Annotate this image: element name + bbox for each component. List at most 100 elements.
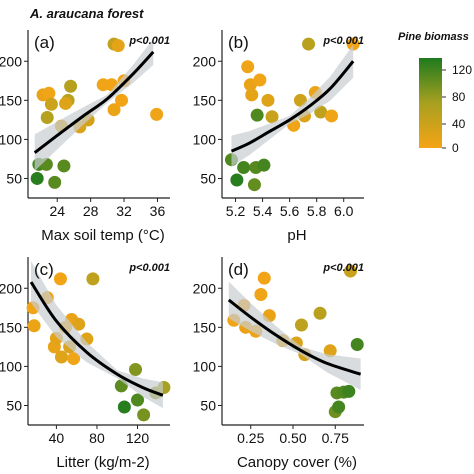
fit-line: [33, 50, 155, 154]
data-point: [261, 93, 275, 107]
panel-2: 50 100 150 200 5.2 5.4 5.6 5.8 6.0 pH (b) p<0.001: [193, 30, 364, 244]
y-tick-label: 200: [193, 53, 217, 69]
data-point: [265, 110, 279, 124]
data-point: [325, 109, 339, 123]
data-point: [323, 344, 337, 358]
p-value-annotation: p<0.001: [322, 262, 364, 274]
data-point: [129, 363, 143, 377]
data-point: [42, 86, 56, 100]
y-tick-label: 100: [0, 131, 22, 147]
x-tick-label: 36: [150, 203, 166, 219]
legend: Pine biomass 120 80 40 0: [398, 31, 472, 155]
data-point: [111, 39, 125, 53]
y-tick-label: 150: [193, 92, 217, 108]
data-point: [313, 306, 327, 320]
y-tick-label: 200: [193, 280, 217, 296]
data-point: [44, 97, 58, 111]
x-tick-label: 40: [49, 430, 65, 446]
panel-letter: (b): [228, 33, 249, 52]
data-point: [332, 400, 346, 414]
data-point: [137, 408, 151, 422]
x-axis-label: pH: [287, 227, 306, 244]
data-point: [64, 79, 78, 93]
data-point: [53, 272, 67, 286]
x-axis-label: Canopy cover (%): [237, 454, 357, 471]
x-tick-label: 0.25: [237, 430, 264, 446]
data-point: [48, 175, 62, 189]
y-tick-label: 150: [0, 319, 22, 335]
data-point: [27, 319, 41, 333]
data-point: [346, 37, 360, 51]
data-point: [57, 159, 71, 173]
data-point: [72, 317, 86, 331]
panel-letter: (a): [34, 33, 55, 52]
data-point: [54, 350, 68, 364]
data-point: [247, 178, 261, 192]
fit-line: [227, 298, 362, 376]
y-tick-label: 50: [200, 170, 216, 186]
p-value-annotation: p<0.001: [322, 35, 364, 47]
x-tick-label: 28: [83, 203, 99, 219]
x-tick-label: 6.0: [334, 203, 354, 219]
y-tick-label: 200: [0, 280, 22, 296]
data-point: [253, 73, 267, 87]
panel-letter: (c): [34, 260, 54, 279]
x-tick-label: 32: [116, 203, 132, 219]
p-value-annotation: p<0.001: [128, 262, 170, 274]
panel-letter: (d): [228, 260, 249, 279]
legend-colorbar: [419, 58, 442, 148]
legend-tick-label: 0: [452, 141, 459, 155]
x-tick-label: 5.4: [253, 203, 273, 219]
data-point: [67, 352, 81, 366]
data-point: [115, 93, 129, 107]
x-tick-label: 120: [126, 430, 150, 446]
data-point: [254, 288, 268, 302]
data-point: [257, 271, 271, 285]
y-tick-label: 200: [0, 53, 22, 69]
data-point: [241, 60, 255, 74]
confidence-band: [31, 261, 163, 409]
panel-1: 50 100 150 200 24 28 32 36 Max soil temp (°C) (a)…: [0, 30, 170, 244]
y-tick-label: 150: [0, 92, 22, 108]
x-tick-label: 5.2: [226, 203, 246, 219]
data-point: [342, 384, 356, 398]
y-tick-label: 150: [193, 319, 217, 335]
data-point: [237, 161, 251, 175]
legend-tick-label: 40: [452, 117, 466, 131]
data-point: [117, 400, 131, 414]
confidence-band: [228, 281, 361, 390]
data-point: [343, 264, 357, 278]
legend-tick-label: 80: [452, 90, 466, 104]
panel-3: 50 100 150 200 40 80 120 Litter (kg/m-2) (c) p<0.…: [0, 257, 171, 471]
legend-tick-label: 120: [452, 63, 472, 77]
data-point: [40, 111, 54, 125]
data-point: [107, 103, 121, 117]
x-tick-label: 0.75: [322, 430, 349, 446]
x-tick-label: 24: [49, 203, 65, 219]
x-axis-label: Max soil temp (°C): [41, 227, 165, 244]
data-point: [245, 88, 259, 102]
data-point: [30, 171, 44, 185]
y-tick-label: 50: [200, 397, 216, 413]
figure-title: A. araucana forest: [29, 6, 144, 21]
fit-line: [230, 60, 355, 153]
data-point: [250, 108, 264, 122]
fit-line: [29, 281, 164, 397]
y-tick-label: 50: [6, 397, 22, 413]
data-point: [257, 158, 271, 172]
data-point: [294, 318, 308, 332]
data-point: [302, 37, 316, 51]
y-tick-label: 100: [0, 358, 22, 374]
legend-title: Pine biomass: [398, 31, 469, 43]
x-tick-label: 5.6: [280, 203, 300, 219]
data-point: [230, 173, 244, 187]
confidence-band: [34, 38, 154, 172]
p-value-annotation: p<0.001: [128, 35, 170, 47]
panel-4: 50 100 150 200 0.25 0.50 0.75 Canopy cover (%) (…: [193, 257, 364, 471]
y-tick-label: 100: [193, 358, 217, 374]
data-point: [150, 107, 164, 121]
data-point: [131, 393, 145, 407]
x-tick-label: 5.8: [307, 203, 327, 219]
y-tick-label: 50: [6, 170, 22, 186]
